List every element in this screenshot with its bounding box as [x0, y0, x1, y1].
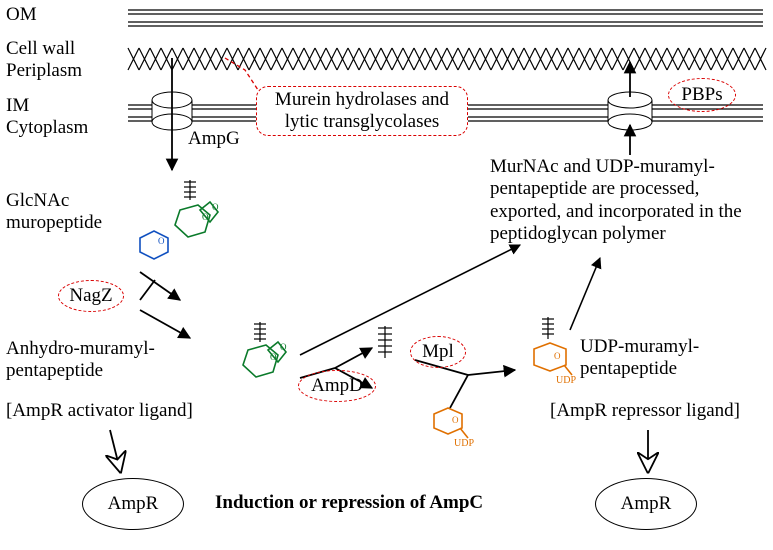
murnac-l3: exported, and incorporated in the — [490, 201, 742, 222]
label-cellwall: Cell wall — [6, 38, 75, 60]
label-periplasm: Periplasm — [6, 60, 82, 82]
svg-text:O: O — [452, 415, 459, 425]
pbp-transporter — [608, 92, 652, 130]
svg-text:O: O — [270, 352, 277, 362]
glcnac-l2: muropeptide — [6, 212, 102, 233]
anhydro-l1: Anhydro-muramyl- — [6, 338, 155, 359]
label-ampg: AmpG — [188, 128, 240, 150]
label-im: IM — [6, 95, 29, 117]
arrow-to-murnac2 — [570, 258, 600, 330]
arrow-mpl-out — [468, 370, 515, 375]
label-cytoplasm: Cytoplasm — [6, 117, 88, 139]
svg-text:O: O — [554, 351, 561, 361]
glcnac-l1: GlcNAc — [6, 190, 69, 211]
murnac-l1: MurNAc and UDP-muramyl- — [490, 156, 715, 177]
label-anhydro: Anhydro-muramyl- pentapeptide — [6, 338, 155, 382]
arrow-nagz-branch1 — [140, 272, 180, 300]
udp-text-2: UDP — [454, 438, 474, 449]
glyph-anhydro: O O — [243, 322, 287, 377]
oval-mpl: Mpl — [410, 336, 466, 368]
oval-ampr-left: AmpR — [82, 478, 184, 530]
arrow-ampd-b1 — [335, 348, 372, 368]
diagram-svg: O O O O O — [0, 0, 773, 550]
hydrolases-line1: Murein hydrolases and — [275, 89, 449, 110]
svg-text:O: O — [158, 236, 165, 246]
arrow-nagz-stem — [140, 280, 155, 300]
label-activator: [AmpR activator ligand] — [6, 400, 193, 422]
label-udp: UDP-muramyl- pentapeptide — [580, 336, 699, 380]
arrow-nagz-branch2 — [140, 310, 190, 338]
label-induction: Induction or repression of AmpC — [215, 492, 483, 514]
cell-wall-hatch — [128, 48, 766, 70]
oval-pbps: PBPs — [668, 78, 736, 112]
arrow-activator-ampr — [110, 430, 120, 470]
label-glcnac: GlcNAc muropeptide — [6, 190, 102, 234]
arrow-mpl-in2 — [450, 375, 468, 408]
hydrolases-line2: lytic transglycolases — [285, 111, 440, 132]
glyph-peptide — [378, 326, 392, 358]
udp-l2: pentapeptide — [580, 358, 677, 379]
svg-text:O: O — [202, 212, 209, 222]
oval-ampr-right: AmpR — [595, 478, 697, 530]
label-om: OM — [6, 4, 37, 26]
svg-text:O: O — [212, 202, 219, 212]
glyph-glcnac: O O O — [140, 180, 219, 259]
murnac-l2: pentapeptide are processed, — [490, 178, 699, 199]
udp-l1: UDP-muramyl- — [580, 336, 699, 357]
glyph-udp2: O UDP — [434, 408, 474, 449]
oval-nagz: NagZ — [58, 280, 124, 312]
anhydro-l2: pentapeptide — [6, 360, 103, 381]
label-repressor: [AmpR repressor ligand] — [550, 400, 740, 422]
svg-text:O: O — [280, 342, 287, 352]
label-murnac: MurNAc and UDP-muramyl- pentapeptide are… — [490, 156, 742, 246]
glyph-udp1: O UDP — [534, 317, 576, 386]
box-hydrolases: Murein hydrolases and lytic transglycola… — [256, 86, 468, 136]
outer-membrane — [128, 10, 763, 26]
udp-text-1: UDP — [556, 375, 576, 386]
murnac-l4: peptidoglycan polymer — [490, 223, 666, 244]
arrow-to-murnac — [300, 245, 520, 355]
oval-ampd: AmpD — [298, 370, 376, 402]
